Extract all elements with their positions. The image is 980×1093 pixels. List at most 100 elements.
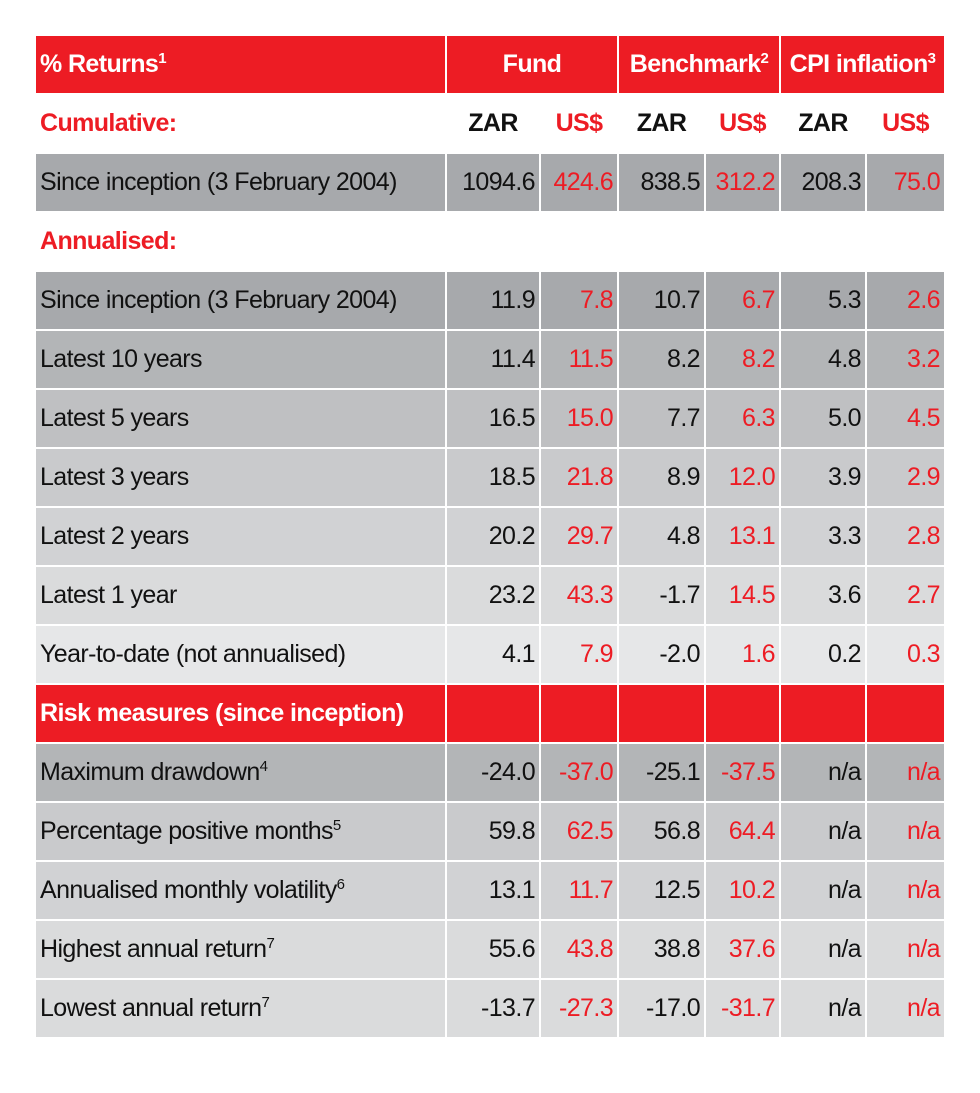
- row-label-text: Maximum drawdown: [40, 758, 260, 786]
- usd-value: n/a: [865, 860, 944, 920]
- zar-value: 11.4: [445, 329, 540, 389]
- usd-value: 15.0: [539, 388, 618, 448]
- row-label: Since inception (3 February 2004): [36, 152, 446, 212]
- row-label-text: Latest 3 years: [40, 463, 189, 491]
- usd-value: 312.2: [704, 152, 780, 212]
- usd-value: 13.1: [704, 506, 780, 566]
- empty-cell: [445, 211, 540, 271]
- table-row: Latest 3 years 18.5 21.8 8.9 12.0 3.9 2.9: [36, 447, 944, 507]
- row-label-text: Latest 1 year: [40, 581, 177, 609]
- empty-cell: [539, 683, 618, 743]
- table-row: Maximum drawdown4 -24.0 -37.0 -25.1 -37.5 n/a…: [36, 742, 944, 802]
- zar-value: 3.3: [779, 506, 866, 566]
- row-label: Highest annual return7: [36, 919, 446, 979]
- table-row: Latest 5 years 16.5 15.0 7.7 6.3 5.0 4.5: [36, 388, 944, 448]
- row-label-text: Year-to-date (not annualised): [40, 640, 346, 668]
- section-label: Cumulative:: [36, 93, 446, 153]
- zar-value: 12.5: [617, 860, 705, 920]
- empty-cell: [865, 211, 944, 271]
- table-row: Percentage positive months5 59.8 62.5 56.8 6…: [36, 801, 944, 861]
- zar-value: 8.2: [617, 329, 705, 389]
- risk-header-row: Risk measures (since inception): [36, 683, 944, 743]
- usd-value: 75.0: [865, 152, 944, 212]
- zar-value: 16.5: [445, 388, 540, 448]
- usd-value: -37.5: [704, 742, 780, 802]
- usd-value: 3.2: [865, 329, 944, 389]
- footnote-marker: 5: [332, 817, 341, 834]
- footnote-marker: 4: [259, 758, 268, 775]
- usd-value: 2.9: [865, 447, 944, 507]
- usd-value: n/a: [865, 742, 944, 802]
- zar-value: 3.9: [779, 447, 866, 507]
- usd-header: US$: [704, 93, 780, 153]
- zar-value: -17.0: [617, 978, 705, 1037]
- row-label-text: Lowest annual return: [40, 994, 262, 1022]
- zar-value: -1.7: [617, 565, 705, 625]
- usd-value: 43.3: [539, 565, 618, 625]
- table-row: Year-to-date (not annualised) 4.1 7.9 -2.0 1…: [36, 624, 944, 684]
- row-label: Percentage positive months5: [36, 801, 446, 861]
- row-label: Year-to-date (not annualised): [36, 624, 446, 684]
- zar-value: 38.8: [617, 919, 705, 979]
- usd-value: n/a: [865, 978, 944, 1037]
- zar-value: -13.7: [445, 978, 540, 1037]
- row-label-text: Latest 5 years: [40, 404, 189, 432]
- table-row: Since inception (3 February 2004) 11.9 7.8…: [36, 270, 944, 330]
- zar-header: ZAR: [779, 93, 866, 153]
- fund-header: Fund: [445, 36, 618, 94]
- zar-header: ZAR: [617, 93, 705, 153]
- table-row: Highest annual return7 55.6 43.8 38.8 37.6 n/…: [36, 919, 944, 979]
- empty-cell: [704, 211, 780, 271]
- row-label-text: Highest annual return: [40, 935, 267, 963]
- empty-cell: [445, 683, 540, 743]
- zar-value: 5.0: [779, 388, 866, 448]
- zar-value: -2.0: [617, 624, 705, 684]
- zar-value: 5.3: [779, 270, 866, 330]
- zar-value: 0.2: [779, 624, 866, 684]
- usd-value: 62.5: [539, 801, 618, 861]
- row-label-text: Annualised monthly volatility: [40, 876, 337, 904]
- zar-value: 838.5: [617, 152, 705, 212]
- usd-value: n/a: [865, 801, 944, 861]
- cpi-header: CPI inflation3: [779, 36, 944, 94]
- header-row: % Returns1 Fund Benchmark2 CPI inflation…: [36, 36, 944, 94]
- usd-value: 424.6: [539, 152, 618, 212]
- usd-header: US$: [539, 93, 618, 153]
- usd-value: 43.8: [539, 919, 618, 979]
- usd-value: -31.7: [704, 978, 780, 1037]
- empty-cell: [617, 211, 705, 271]
- zar-value: 56.8: [617, 801, 705, 861]
- usd-value: 1.6: [704, 624, 780, 684]
- zar-value: n/a: [779, 919, 866, 979]
- section-row: Cumulative: ZAR US$ ZAR US$ ZAR US$: [36, 93, 944, 153]
- row-label-text: Latest 10 years: [40, 345, 203, 373]
- usd-value: -27.3: [539, 978, 618, 1037]
- row-label: Since inception (3 February 2004): [36, 270, 446, 330]
- usd-value: 7.9: [539, 624, 618, 684]
- table-row: Latest 2 years 20.2 29.7 4.8 13.1 3.3 2.8: [36, 506, 944, 566]
- zar-value: n/a: [779, 860, 866, 920]
- table-row: Lowest annual return7 -13.7 -27.3 -17.0 -31.…: [36, 978, 944, 1037]
- row-label-text: Since inception (3 February 2004): [40, 168, 397, 196]
- zar-value: 8.9: [617, 447, 705, 507]
- zar-value: 18.5: [445, 447, 540, 507]
- usd-value: 11.7: [539, 860, 618, 920]
- zar-value: 13.1: [445, 860, 540, 920]
- zar-value: 59.8: [445, 801, 540, 861]
- usd-value: 6.3: [704, 388, 780, 448]
- row-label-text: Since inception (3 February 2004): [40, 286, 397, 314]
- empty-cell: [865, 683, 944, 743]
- footnote-marker: 7: [261, 994, 270, 1011]
- empty-cell: [617, 683, 705, 743]
- usd-value: n/a: [865, 919, 944, 979]
- table-row: Since inception (3 February 2004) 1094.6 4…: [36, 152, 944, 212]
- section-row: Annualised:: [36, 211, 944, 271]
- zar-value: 1094.6: [445, 152, 540, 212]
- zar-value: 10.7: [617, 270, 705, 330]
- usd-value: 10.2: [704, 860, 780, 920]
- zar-value: 55.6: [445, 919, 540, 979]
- zar-value: n/a: [779, 742, 866, 802]
- usd-value: 2.6: [865, 270, 944, 330]
- empty-cell: [779, 683, 866, 743]
- zar-header: ZAR: [445, 93, 540, 153]
